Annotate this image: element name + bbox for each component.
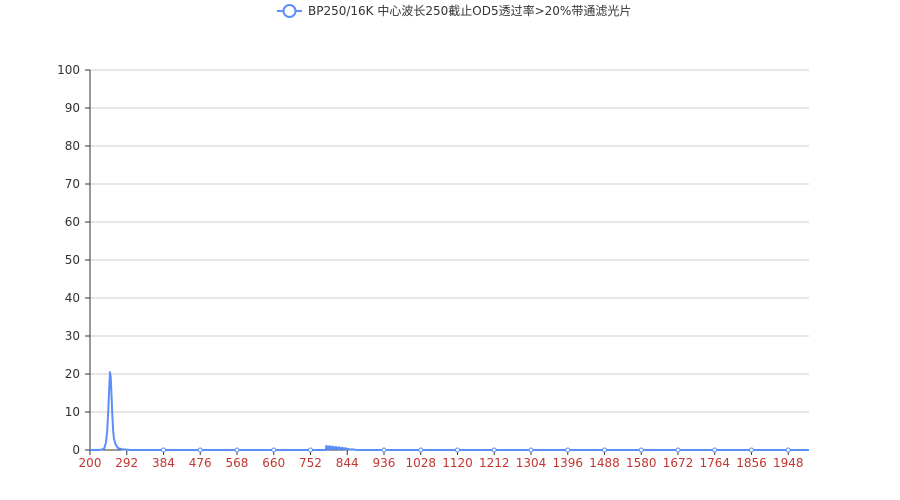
x-tick-label: 1120	[442, 456, 473, 470]
x-tick-label: 200	[79, 456, 102, 470]
series-point-marker	[638, 447, 644, 453]
x-tick-label: 476	[189, 456, 212, 470]
series-point-marker	[234, 447, 240, 453]
legend[interactable]: BP250/16K 中心波长250截止OD5透过率>20%带通滤光片	[277, 3, 631, 18]
series-point-marker	[565, 447, 571, 453]
x-tick-label: 936	[373, 456, 396, 470]
y-tick-label: 90	[65, 101, 80, 115]
y-tick-label: 70	[65, 177, 80, 191]
x-tick-label: 1856	[736, 456, 767, 470]
y-tick-label: 20	[65, 367, 80, 381]
x-tick-label: 1304	[516, 456, 547, 470]
y-tick-label: 80	[65, 139, 80, 153]
series-point-marker	[785, 447, 791, 453]
x-tick-label: 1764	[699, 456, 730, 470]
x-tick-label: 292	[115, 456, 138, 470]
y-tick-label: 0	[72, 443, 80, 457]
x-tick-label: 1580	[626, 456, 657, 470]
y-tick-label: 60	[65, 215, 80, 229]
y-axis-tick-labels: 0 10 20 30 40 50 60 70 80 90 100	[57, 63, 91, 457]
series-point-marker	[381, 447, 387, 453]
series-point-marker	[418, 447, 424, 453]
series-point-marker	[675, 447, 681, 453]
x-tick-label: 844	[336, 456, 359, 470]
series-point-marker	[271, 447, 277, 453]
x-tick-label: 1396	[552, 456, 583, 470]
series-point-marker	[712, 447, 718, 453]
x-tick-label: 1672	[663, 456, 694, 470]
x-tick-label: 1488	[589, 456, 620, 470]
series-point-marker	[528, 447, 534, 453]
series-point-marker	[307, 447, 313, 453]
x-tick-label: 660	[262, 456, 285, 470]
y-tick-label: 100	[57, 63, 80, 77]
series-point-marker	[601, 447, 607, 453]
series-point-marker	[491, 447, 497, 453]
series-line	[90, 371, 809, 451]
x-tick-label: 752	[299, 456, 322, 470]
x-tick-label: 1948	[773, 456, 804, 470]
x-axis-tick-labels: 200 292 384 476 568 660 752 844 936 1028 1120 1212 1…	[79, 450, 804, 470]
x-tick-label: 1028	[405, 456, 436, 470]
series-point-marker	[197, 447, 203, 453]
y-tick-label: 30	[65, 329, 80, 343]
series-markers	[160, 447, 791, 453]
x-tick-label: 384	[152, 456, 175, 470]
series-point-marker	[748, 447, 754, 453]
series-point-marker	[160, 447, 166, 453]
y-tick-label: 40	[65, 291, 80, 305]
y-tick-label: 50	[65, 253, 80, 267]
legend-series-name: BP250/16K 中心波长250截止OD5透过率>20%带通滤光片	[308, 3, 631, 18]
x-tick-label: 1212	[479, 456, 510, 470]
legend-circle-marker	[282, 4, 297, 18]
grid-lines	[90, 69, 809, 413]
y-tick-label: 10	[65, 405, 80, 419]
series-point-marker	[454, 447, 460, 453]
x-tick-label: 568	[226, 456, 249, 470]
